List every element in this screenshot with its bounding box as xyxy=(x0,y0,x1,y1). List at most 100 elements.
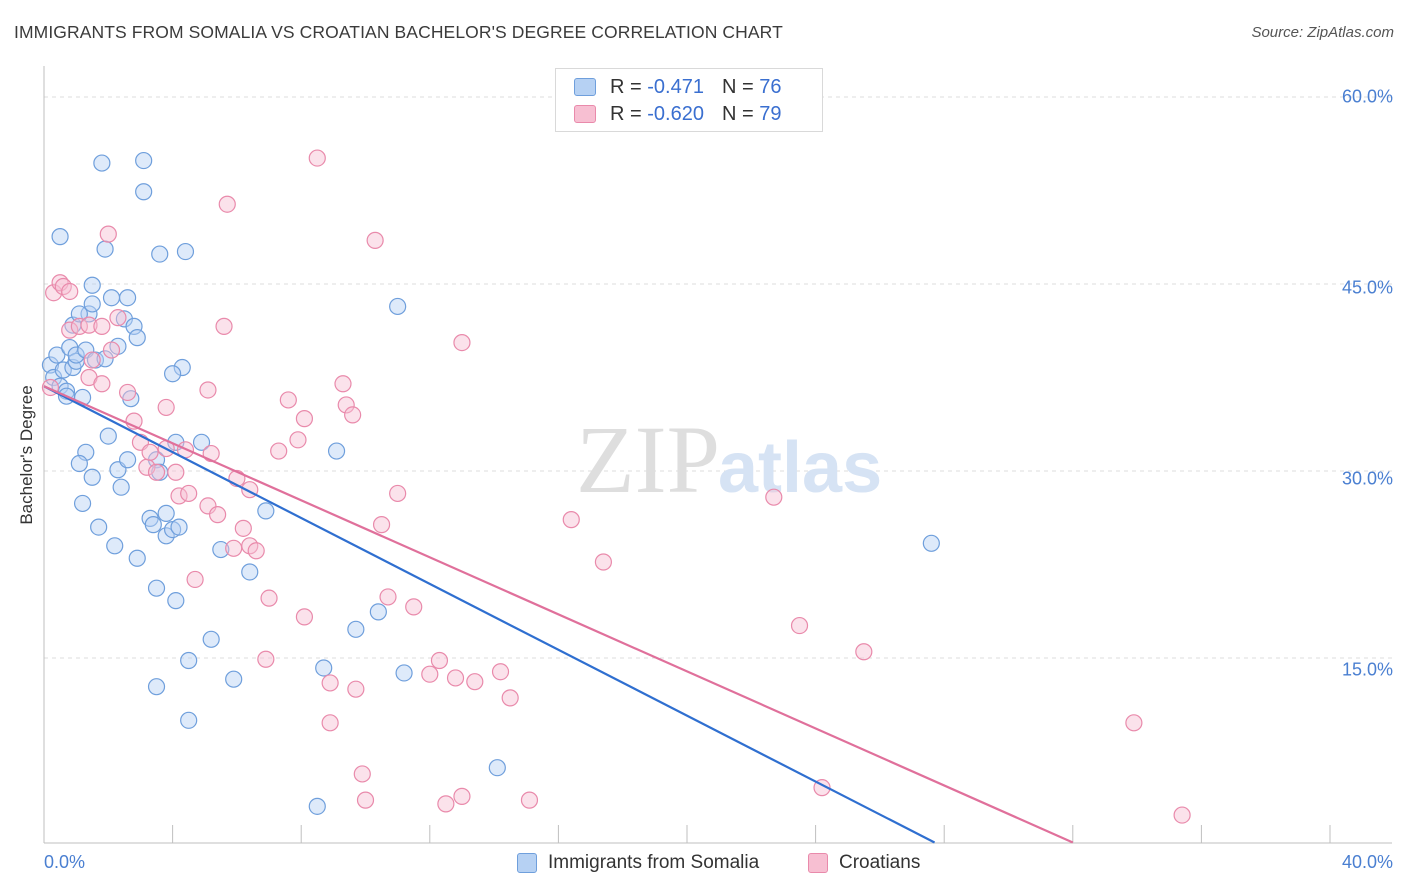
somalia-point-33 xyxy=(176,242,195,261)
somalia-point-39 xyxy=(99,427,117,445)
croatians-point-5 xyxy=(61,321,79,339)
series-croatians-points xyxy=(41,149,1191,824)
somalia-point-68 xyxy=(315,659,333,677)
croatians-point-28 xyxy=(199,381,217,399)
somalia-swatch xyxy=(574,78,596,96)
croatians-point-43 xyxy=(295,410,314,428)
somalia-point-70 xyxy=(347,620,365,638)
croatians-point-77 xyxy=(102,341,121,359)
somalia-point-2 xyxy=(48,346,66,364)
stats-legend: R = -0.471 N = 76 R = -0.620 N = 79 xyxy=(555,68,823,132)
croatians-point-47 xyxy=(321,714,339,732)
somalia-point-37 xyxy=(73,494,92,513)
watermark-zip: ZIP xyxy=(576,406,720,513)
legend-label-somalia: Immigrants from Somalia xyxy=(548,852,760,873)
legend-item-somalia: Immigrants from Somalia xyxy=(517,852,759,874)
croatians-point-67 xyxy=(501,689,519,707)
chart-title: IMMIGRANTS FROM SOMALIA VS CROATIAN BACH… xyxy=(14,22,783,42)
croatians-point-19 xyxy=(147,463,166,481)
croatians-point-64 xyxy=(453,333,471,352)
croatians-point-39 xyxy=(260,589,278,607)
somalia-point-19 xyxy=(70,305,88,323)
croatians-trend-line xyxy=(43,385,1074,844)
n-label: N = xyxy=(721,102,754,125)
croatians-point-76 xyxy=(1173,806,1191,824)
croatians-point-50 xyxy=(344,406,362,424)
somalia-point-55 xyxy=(173,358,191,377)
croatians-point-38 xyxy=(257,650,275,668)
croatians-point-59 xyxy=(421,665,439,683)
somalia-point-24 xyxy=(118,289,137,307)
n-value-somalia: 76 xyxy=(759,75,782,98)
source-credit: Source: ZipAtlas.com xyxy=(1251,24,1394,41)
y-tick-label-45: 45.0% xyxy=(1341,277,1393,298)
somalia-point-57 xyxy=(167,592,185,610)
somalia-point-73 xyxy=(395,664,413,682)
watermark-atlas: atlas xyxy=(718,428,882,508)
stats-row-somalia: R = -0.471 N = 76 xyxy=(574,74,781,100)
croatians-point-18 xyxy=(141,443,159,461)
somalia-point-29 xyxy=(135,151,153,170)
somalia-point-47 xyxy=(147,579,166,597)
somalia-point-62 xyxy=(202,630,220,648)
croatians-point-9 xyxy=(83,351,101,369)
croatians-point-29 xyxy=(202,444,220,463)
somalia-point-28 xyxy=(93,154,111,172)
somalia-point-63 xyxy=(212,540,230,559)
croatians-point-27 xyxy=(199,497,217,515)
somalia-point-32 xyxy=(151,245,169,263)
legend-label-croatians: Croatians xyxy=(839,852,921,873)
x-tick-label-max: 40.0% xyxy=(1341,852,1393,872)
trend-lines xyxy=(43,385,1074,844)
croatians-point-46 xyxy=(321,674,339,692)
y-tick-label-30: 30.0% xyxy=(1341,468,1393,489)
croatians-point-54 xyxy=(366,231,384,249)
somalia-point-38 xyxy=(90,518,108,536)
somalia-point-64 xyxy=(225,670,243,688)
somalia-legend-swatch xyxy=(517,853,537,873)
x-tick-label-min: 0.0% xyxy=(44,852,86,872)
somalia-point-72 xyxy=(389,297,407,316)
croatians-point-13 xyxy=(109,309,127,327)
croatians-point-52 xyxy=(353,765,371,783)
croatians-point-4 xyxy=(61,282,79,301)
somalia-point-61 xyxy=(192,433,211,451)
somalia-point-59 xyxy=(180,651,198,670)
legend-item-croatians: Croatians xyxy=(808,852,920,874)
croatians-point-32 xyxy=(218,195,236,213)
somalia-point-69 xyxy=(327,442,346,460)
r-label: R = xyxy=(610,102,642,125)
somalia-point-25 xyxy=(125,317,143,335)
croatians-point-61 xyxy=(437,795,455,813)
croatians-point-74 xyxy=(855,643,873,661)
somalia-point-21 xyxy=(102,289,121,307)
series-legend: Immigrants from Somalia Croatians xyxy=(0,852,1406,876)
somalia-point-44 xyxy=(128,549,146,567)
croatians-point-72 xyxy=(790,616,809,635)
croatians-point-40 xyxy=(270,442,288,460)
croatians-point-48 xyxy=(334,375,352,393)
axes xyxy=(43,66,1392,844)
r-value-croatians: -0.620 xyxy=(647,102,704,125)
croatians-point-69 xyxy=(562,511,580,529)
series-somalia-points xyxy=(41,151,940,815)
somalia-point-30 xyxy=(135,183,153,201)
croatians-point-58 xyxy=(405,598,423,616)
croatians-point-44 xyxy=(295,608,314,626)
croatians-point-12 xyxy=(99,225,117,243)
grid-lines xyxy=(44,96,1392,659)
croatians-point-68 xyxy=(520,791,539,809)
somalia-point-67 xyxy=(308,797,326,815)
somalia-point-51 xyxy=(157,527,175,545)
somalia-point-46 xyxy=(144,516,162,534)
somalia-point-54 xyxy=(170,518,188,536)
somalia-point-12 xyxy=(67,346,85,364)
croatians-point-41 xyxy=(279,391,297,409)
croatians-point-49 xyxy=(337,396,355,414)
somalia-point-8 xyxy=(51,228,69,246)
croatians-point-62 xyxy=(446,669,465,687)
r-value-somalia: -0.471 xyxy=(647,75,704,98)
somalia-point-4 xyxy=(54,361,72,379)
somalia-point-17 xyxy=(83,295,101,313)
croatians-point-45 xyxy=(308,149,326,167)
